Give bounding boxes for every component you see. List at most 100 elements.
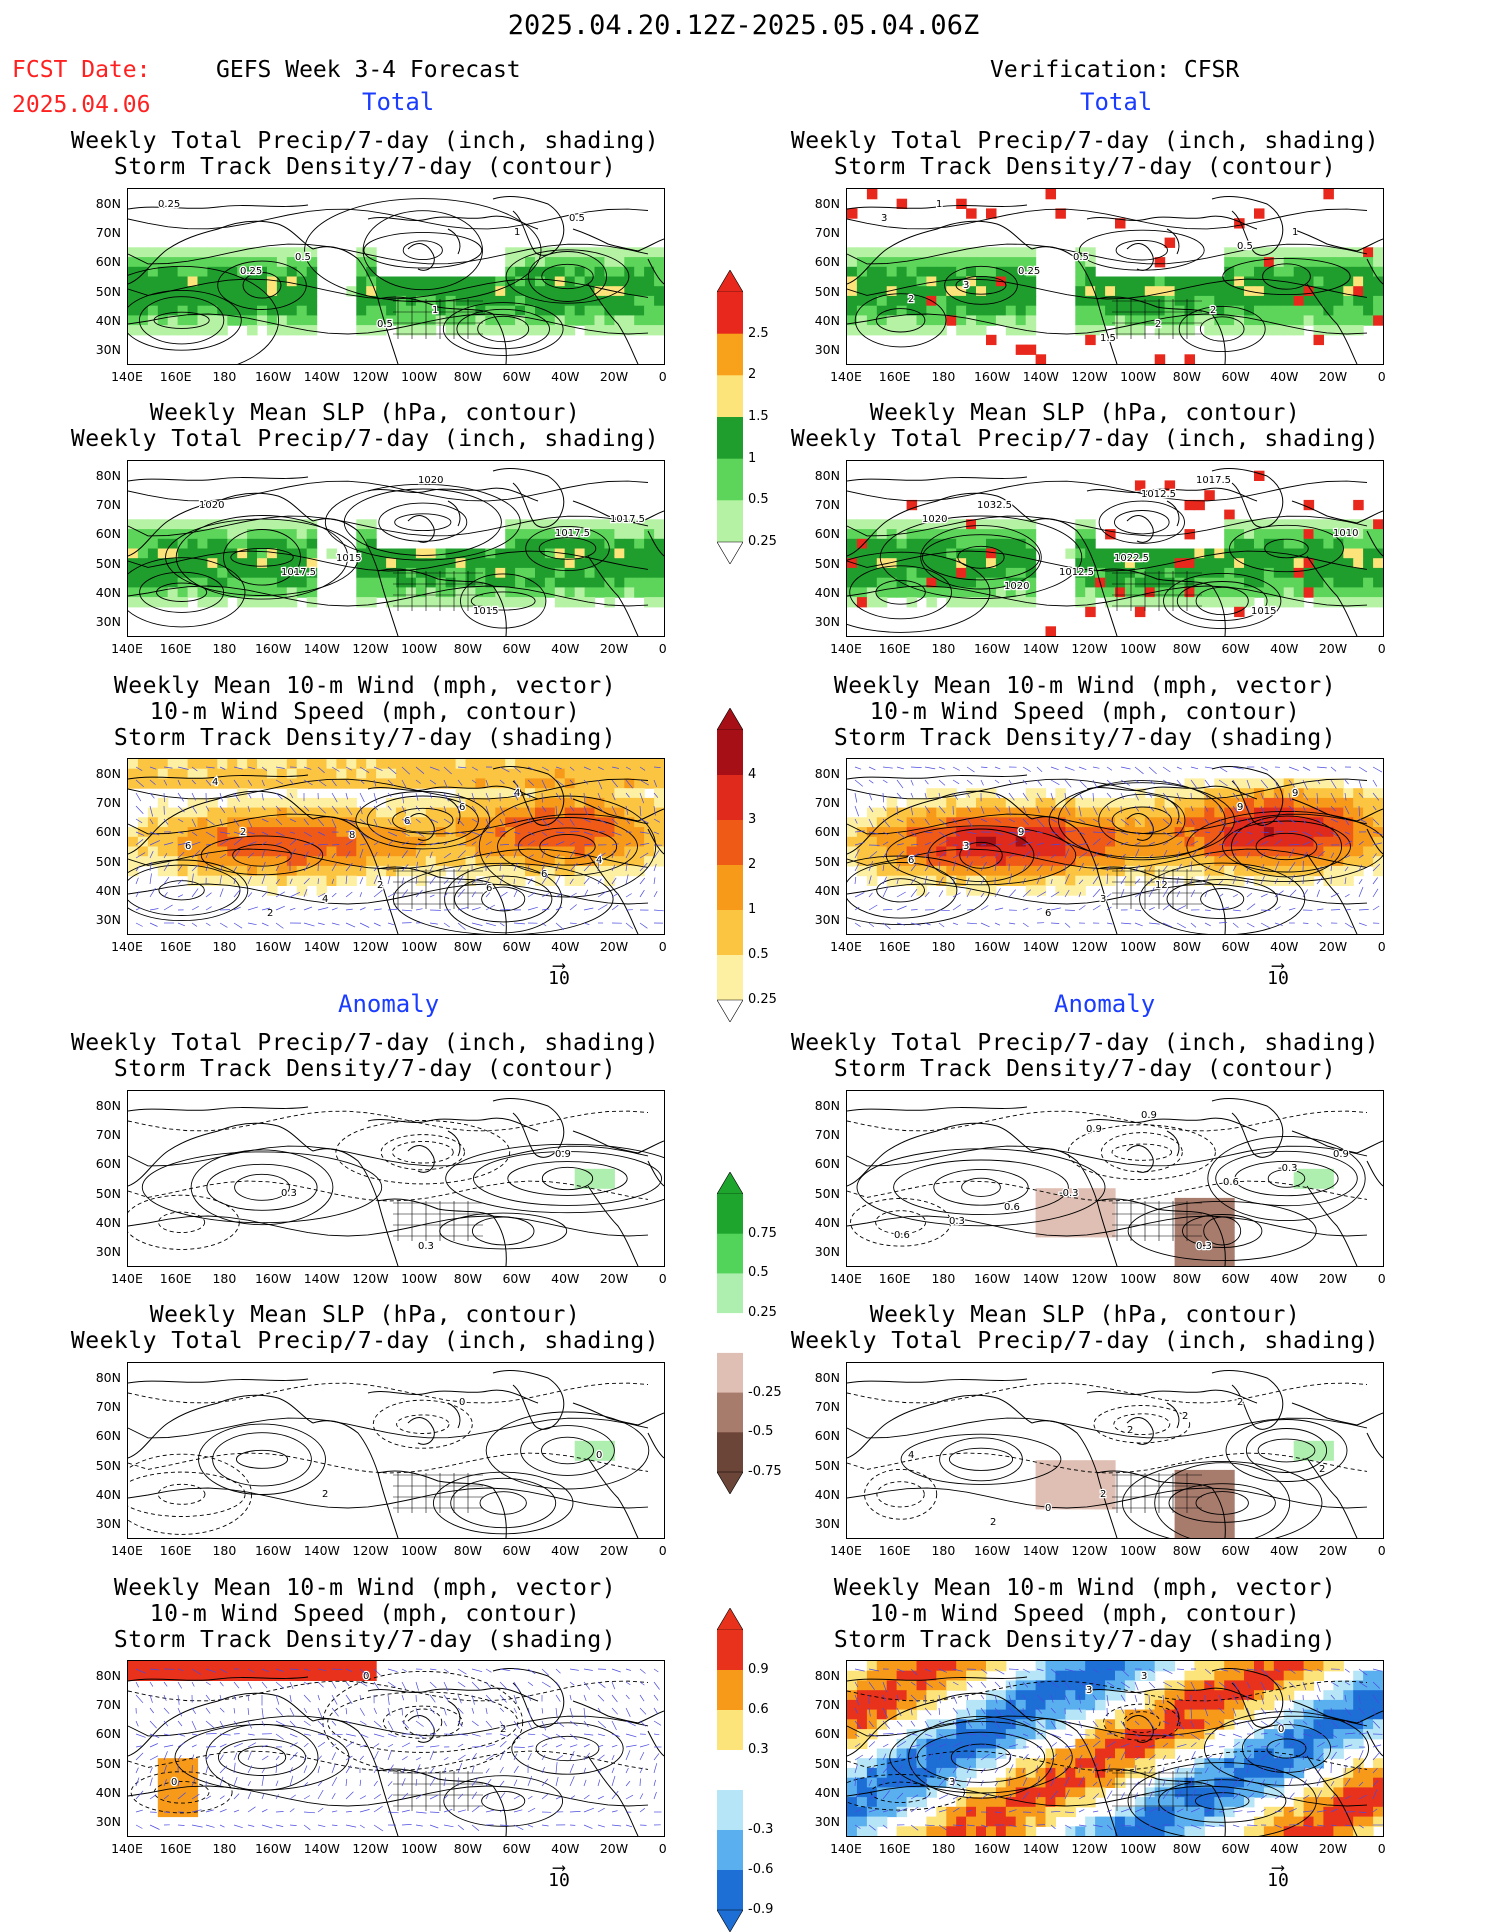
lat-tick-label: 30N: [810, 912, 840, 927]
lat-tick-label: 30N: [810, 1244, 840, 1259]
lon-tick-label: 140E: [823, 1543, 869, 1558]
lon-tick-label: 0: [640, 1543, 686, 1558]
contour-label: 0: [1045, 1503, 1051, 1514]
lat-tick-label: 60N: [91, 824, 121, 839]
lon-tick-label: 140E: [823, 939, 869, 954]
colorbar-label: -0.6: [748, 1862, 773, 1877]
colorbar-swatch: [717, 1353, 743, 1393]
fcst-date-label: FCST Date:: [12, 57, 150, 83]
colorbar-cap-top: [717, 708, 743, 730]
lon-tick-label: 160E: [153, 1841, 199, 1856]
lon-tick-label: 140E: [104, 641, 150, 656]
lat-tick-label: 70N: [810, 497, 840, 512]
colorbar-label: 0.25: [748, 534, 777, 549]
lon-tick-label: 120W: [1067, 1841, 1113, 1856]
lon-tick-label: 160E: [872, 369, 918, 384]
contour-label: -0.3: [1278, 1163, 1298, 1174]
lat-tick-label: 30N: [810, 614, 840, 629]
lon-tick-label: 140E: [104, 1543, 150, 1558]
vector-reference: ⟶10: [1253, 1857, 1303, 1891]
lon-tick-label: 20W: [591, 1841, 637, 1856]
vector-reference-value: 10: [1253, 1870, 1303, 1891]
lon-tick-label: 60W: [494, 1543, 540, 1558]
lon-tick-label: 40W: [1261, 641, 1307, 656]
lat-tick-label: 70N: [810, 1127, 840, 1142]
colorbar-cap-bottom: [717, 542, 743, 564]
lat-tick-label: 50N: [810, 854, 840, 869]
colorbar-label: -0.25: [748, 1385, 782, 1400]
lon-tick-label: 140W: [1018, 641, 1064, 656]
colorbar-swatch: [717, 1790, 743, 1830]
panel-title-line: Weekly Total Precip/7-day (inch, shading…: [755, 426, 1415, 452]
lon-tick-label: 100W: [1115, 1271, 1161, 1286]
lat-tick-label: 50N: [810, 284, 840, 299]
lon-tick-label: 100W: [396, 939, 442, 954]
fcst-date-value: 2025.04.06: [12, 92, 150, 118]
panel-title-line: Weekly Mean SLP (hPa, contour): [35, 400, 695, 426]
lat-tick-label: 70N: [91, 225, 121, 240]
lon-tick-label: 0: [1359, 1543, 1405, 1558]
contour-label: 0.9: [1141, 1110, 1157, 1121]
lon-tick-label: 180: [920, 939, 966, 954]
lon-tick-label: 40W: [542, 939, 588, 954]
contour-label: 0.5: [295, 252, 311, 263]
contour-label: 3: [1141, 1671, 1147, 1682]
lon-tick-label: 180: [201, 1841, 247, 1856]
colorbar-label: 1: [748, 902, 756, 917]
lon-tick-label: 60W: [494, 369, 540, 384]
section-total-forecast: Total: [362, 88, 434, 116]
contour-label: 3: [881, 213, 887, 224]
lat-tick-label: 30N: [810, 342, 840, 357]
contour-label: 0.6: [1223, 1177, 1239, 1188]
forecast-title: GEFS Week 3-4 Forecast: [216, 57, 521, 83]
state-borders: [393, 1771, 483, 1811]
lon-tick-label: 180: [920, 1271, 966, 1286]
colorbar-swatch: [717, 334, 743, 376]
contour-label: 0.5: [1237, 241, 1253, 252]
contour-label: 1020: [922, 514, 947, 525]
lon-tick-label: 120W: [1067, 939, 1113, 954]
lon-tick-label: 80W: [445, 939, 491, 954]
colorbar-storm_total: [717, 708, 743, 1022]
contour-label: 3: [1086, 1685, 1092, 1696]
contour-label: 4: [514, 788, 520, 799]
panel-title-line: Weekly Total Precip/7-day (inch, shading…: [35, 1328, 695, 1354]
lon-tick-label: 60W: [494, 641, 540, 656]
panel-title-line: Storm Track Density/7-day (contour): [35, 1056, 695, 1082]
lon-tick-label: 80W: [445, 1271, 491, 1286]
lat-tick-label: 40N: [810, 1785, 840, 1800]
colorbar-label: -0.9: [748, 1902, 773, 1917]
colorbar-cap-top: [717, 1172, 743, 1194]
lon-tick-label: 100W: [1115, 1841, 1161, 1856]
lat-tick-label: 30N: [91, 1516, 121, 1531]
lon-tick-label: 100W: [396, 641, 442, 656]
colorbar-label: 2: [748, 857, 756, 872]
colorbar-label: 0.25: [748, 1305, 777, 1320]
lon-tick-label: 160E: [153, 1543, 199, 1558]
lon-tick-label: 160E: [153, 369, 199, 384]
lon-tick-label: 20W: [591, 939, 637, 954]
lon-tick-label: 160W: [250, 369, 296, 384]
lon-tick-label: 140W: [299, 1841, 345, 1856]
lon-tick-label: 180: [920, 369, 966, 384]
contour-label: 2: [908, 294, 914, 305]
lon-tick-label: 140E: [823, 641, 869, 656]
state-borders: [393, 1201, 483, 1241]
contour-label: 4: [908, 1450, 914, 1461]
lon-tick-label: 180: [201, 1543, 247, 1558]
contour-label: 2: [990, 1517, 996, 1528]
lon-tick-label: 140W: [1018, 369, 1064, 384]
lon-tick-label: 120W: [1067, 1271, 1113, 1286]
lon-tick-label: 120W: [1067, 369, 1113, 384]
colorbar-swatch: [717, 1750, 743, 1790]
lat-tick-label: 60N: [810, 526, 840, 541]
lon-tick-label: 180: [201, 369, 247, 384]
contour-label: 1.5: [1100, 333, 1116, 344]
lat-tick-label: 60N: [91, 1428, 121, 1443]
lat-tick-label: 60N: [810, 1156, 840, 1171]
colorbar-swatch: [717, 730, 743, 775]
contour-label: 1017.5: [281, 567, 316, 578]
